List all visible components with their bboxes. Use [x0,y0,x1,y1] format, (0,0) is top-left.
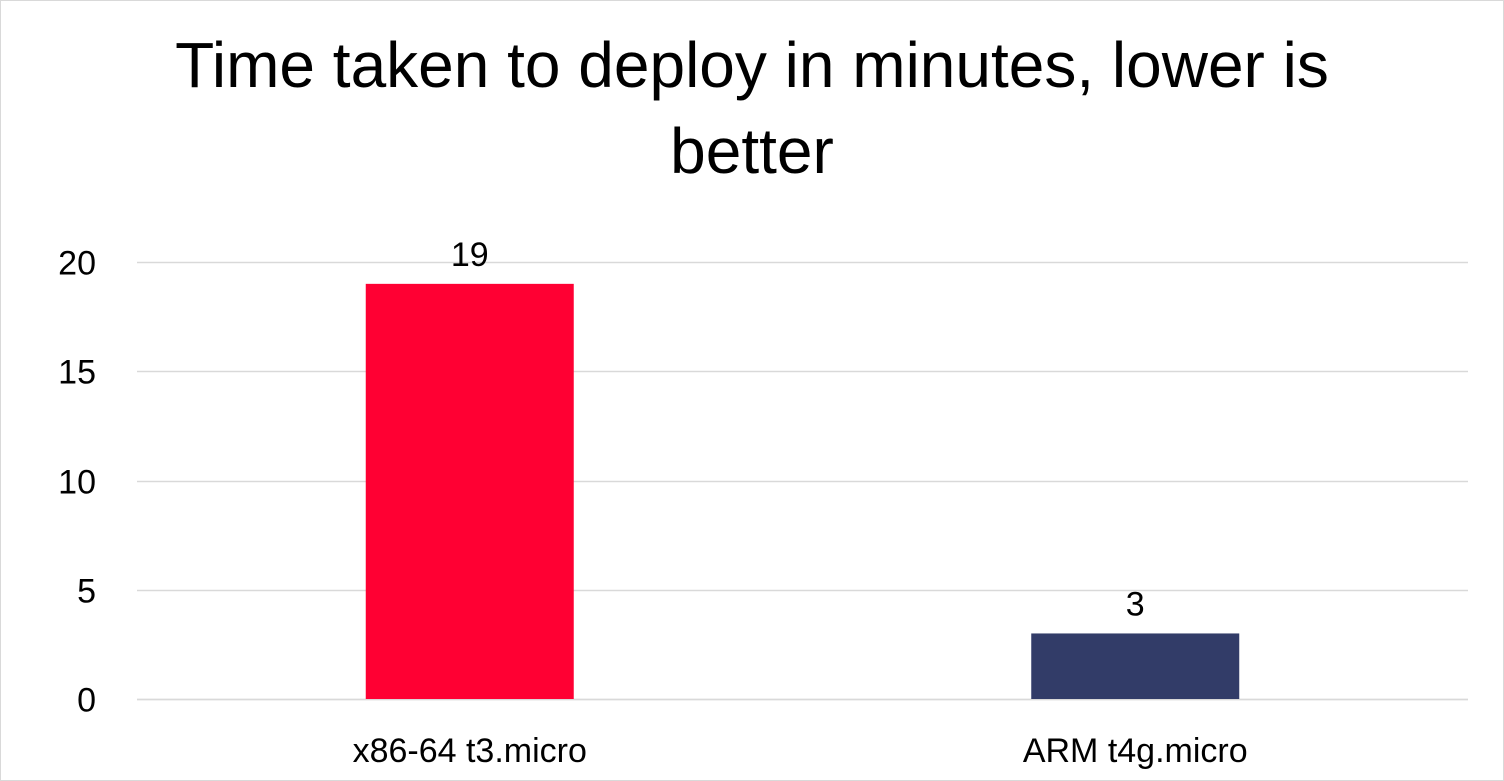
y-tick-label-5: 5 [77,573,96,611]
y-tick-label-15: 15 [58,354,96,392]
chart-title-line-2: better [670,115,834,187]
data-label-0: 19 [451,236,489,274]
category-label-0: x86-64 t3.micro [353,732,587,770]
x-axis-category-labels: x86-64 t3.micro ARM t4g.micro [353,732,1248,770]
chart-title-line-1: Time taken to deploy in minutes, lower i… [175,29,1329,101]
y-tick-label-0: 0 [77,682,96,720]
y-axis-tick-labels: 0 5 10 15 20 [58,245,96,720]
y-tick-label-20: 20 [58,245,96,283]
chart-title: Time taken to deploy in minutes, lower i… [0,22,1504,194]
data-label-1: 3 [1126,585,1145,623]
gridlines [137,261,1468,701]
bars [365,283,1240,699]
data-labels: 19 3 [451,236,1145,624]
bar-1 [1031,633,1240,699]
bar-0 [365,283,574,699]
y-tick-label-10: 10 [58,464,96,502]
category-label-1: ARM t4g.micro [1023,732,1248,770]
